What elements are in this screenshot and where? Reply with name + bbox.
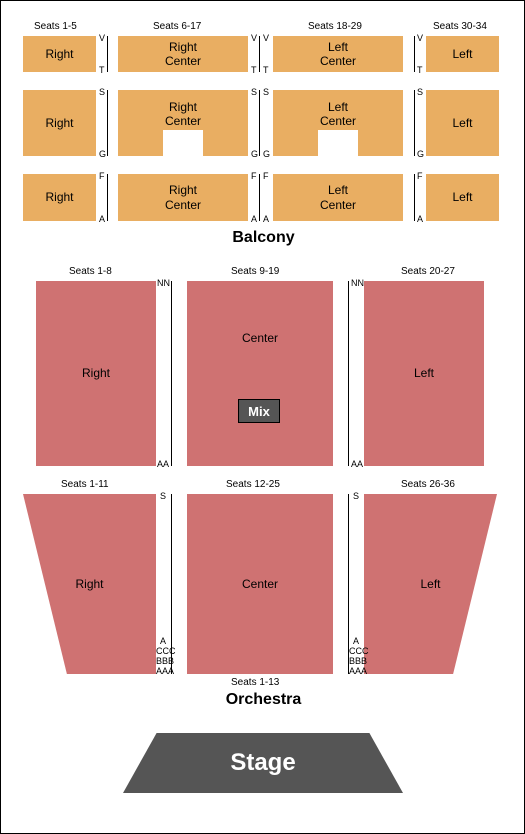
balcony-range-4: Seats 30-34 (433, 21, 487, 32)
tick-f: F (417, 171, 423, 181)
vline (414, 36, 415, 72)
notch (163, 130, 203, 156)
orch-lower-range-1: Seats 1-11 (61, 479, 109, 490)
vline (414, 174, 415, 221)
tick-f: F (251, 171, 257, 181)
orch-lower-range-3: Seats 26-36 (401, 479, 455, 490)
vline (107, 174, 108, 221)
vline (107, 90, 108, 156)
stage: Stage (123, 733, 403, 793)
tick-a: A (160, 636, 166, 646)
vline (348, 281, 349, 466)
balcony-title: Balcony (1, 229, 525, 247)
balcony-row2-left[interactable]: Left (426, 90, 499, 156)
vline (171, 281, 172, 466)
tick-f: F (263, 171, 269, 181)
tick-t: T (251, 65, 257, 75)
balcony-range-1: Seats 1-5 (34, 21, 77, 32)
orch-upper-range-2: Seats 9-19 (231, 266, 279, 277)
orch-upper-range-1: Seats 1-8 (69, 266, 112, 277)
orch-bottom-range: Seats 1-13 (231, 677, 279, 688)
balcony-range-3: Seats 18-29 (308, 21, 362, 32)
orch-lower-range-2: Seats 12-25 (226, 479, 280, 490)
balcony-row2-right-center[interactable]: Right Center (118, 90, 248, 156)
tick-s: S (417, 87, 423, 97)
tick-aaa: AAA (349, 666, 367, 676)
tick-g: G (263, 149, 270, 159)
balcony-row3-right[interactable]: Right (23, 174, 96, 221)
vline (414, 90, 415, 156)
vline (107, 36, 108, 72)
tick-aa: AA (351, 459, 363, 469)
tick-t: T (263, 65, 269, 75)
tick-s: S (160, 491, 166, 501)
balcony-row1-right[interactable]: Right (23, 36, 96, 72)
tick-v: V (263, 33, 269, 43)
orch-lower-left[interactable]: Left (364, 494, 497, 674)
orch-upper-right[interactable]: Right (36, 281, 156, 466)
vline (259, 36, 260, 72)
tick-g: G (99, 149, 106, 159)
tick-s: S (263, 87, 269, 97)
balcony-range-2: Seats 6-17 (153, 21, 201, 32)
tick-nn: NN (351, 278, 364, 288)
tick-a: A (251, 214, 257, 224)
vline (259, 174, 260, 221)
tick-nn: NN (157, 278, 170, 288)
orch-upper-center[interactable]: Center (187, 281, 333, 466)
orch-lower-right[interactable]: Right (23, 494, 156, 674)
tick-a: A (99, 214, 105, 224)
seating-chart: Seats 1-5 Seats 6-17 Seats 18-29 Seats 3… (0, 0, 525, 834)
orchestra-title: Orchestra (1, 691, 525, 709)
balcony-row3-left-center[interactable]: Left Center (273, 174, 403, 221)
tick-s: S (353, 491, 359, 501)
tick-bbb: BBB (156, 656, 174, 666)
tick-ccc: CCC (349, 646, 369, 656)
tick-ccc: CCC (156, 646, 176, 656)
tick-g: G (417, 149, 424, 159)
tick-v: V (251, 33, 257, 43)
balcony-row1-left-center[interactable]: Left Center (273, 36, 403, 72)
tick-aa: AA (157, 459, 169, 469)
notch (318, 130, 358, 156)
tick-v: V (417, 33, 423, 43)
balcony-row3-right-center[interactable]: Right Center (118, 174, 248, 221)
tick-s: S (99, 87, 105, 97)
tick-s: S (251, 87, 257, 97)
mix-board: Mix (238, 399, 280, 423)
tick-a: A (263, 214, 269, 224)
tick-t: T (99, 65, 105, 75)
orch-upper-left[interactable]: Left (364, 281, 484, 466)
balcony-row2-right[interactable]: Right (23, 90, 96, 156)
tick-a: A (353, 636, 359, 646)
balcony-row3-left[interactable]: Left (426, 174, 499, 221)
tick-bbb: BBB (349, 656, 367, 666)
tick-t: T (417, 65, 423, 75)
orch-upper-range-3: Seats 20-27 (401, 266, 455, 277)
tick-v: V (99, 33, 105, 43)
balcony-row2-left-center[interactable]: Left Center (273, 90, 403, 156)
balcony-row1-right-center[interactable]: Right Center (118, 36, 248, 72)
tick-f: F (99, 171, 105, 181)
tick-g: G (251, 149, 258, 159)
vline (259, 90, 260, 156)
tick-a: A (417, 214, 423, 224)
orch-lower-center[interactable]: Center (187, 494, 333, 674)
tick-aaa: AAA (156, 666, 174, 676)
balcony-row1-left[interactable]: Left (426, 36, 499, 72)
